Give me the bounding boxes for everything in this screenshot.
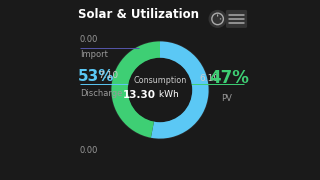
Text: 53%: 53%	[77, 69, 114, 84]
Text: 47%: 47%	[210, 69, 249, 87]
Text: 13.30: 13.30	[123, 89, 156, 100]
Circle shape	[129, 58, 191, 122]
Text: Solar & Utilization: Solar & Utilization	[77, 8, 198, 21]
Circle shape	[111, 41, 209, 139]
Wedge shape	[151, 41, 209, 139]
Circle shape	[209, 11, 226, 27]
Text: kWh: kWh	[156, 90, 179, 99]
Text: 6.19: 6.19	[200, 74, 220, 83]
Text: 7.10: 7.10	[98, 71, 118, 80]
Text: 0.00: 0.00	[80, 35, 98, 44]
FancyBboxPatch shape	[227, 11, 246, 27]
Text: Import: Import	[80, 50, 108, 59]
Wedge shape	[111, 41, 160, 138]
Text: Consumption: Consumption	[133, 76, 187, 85]
Text: PV: PV	[221, 94, 232, 103]
Text: 0.00: 0.00	[80, 146, 98, 155]
Text: Discharge: Discharge	[80, 89, 122, 98]
